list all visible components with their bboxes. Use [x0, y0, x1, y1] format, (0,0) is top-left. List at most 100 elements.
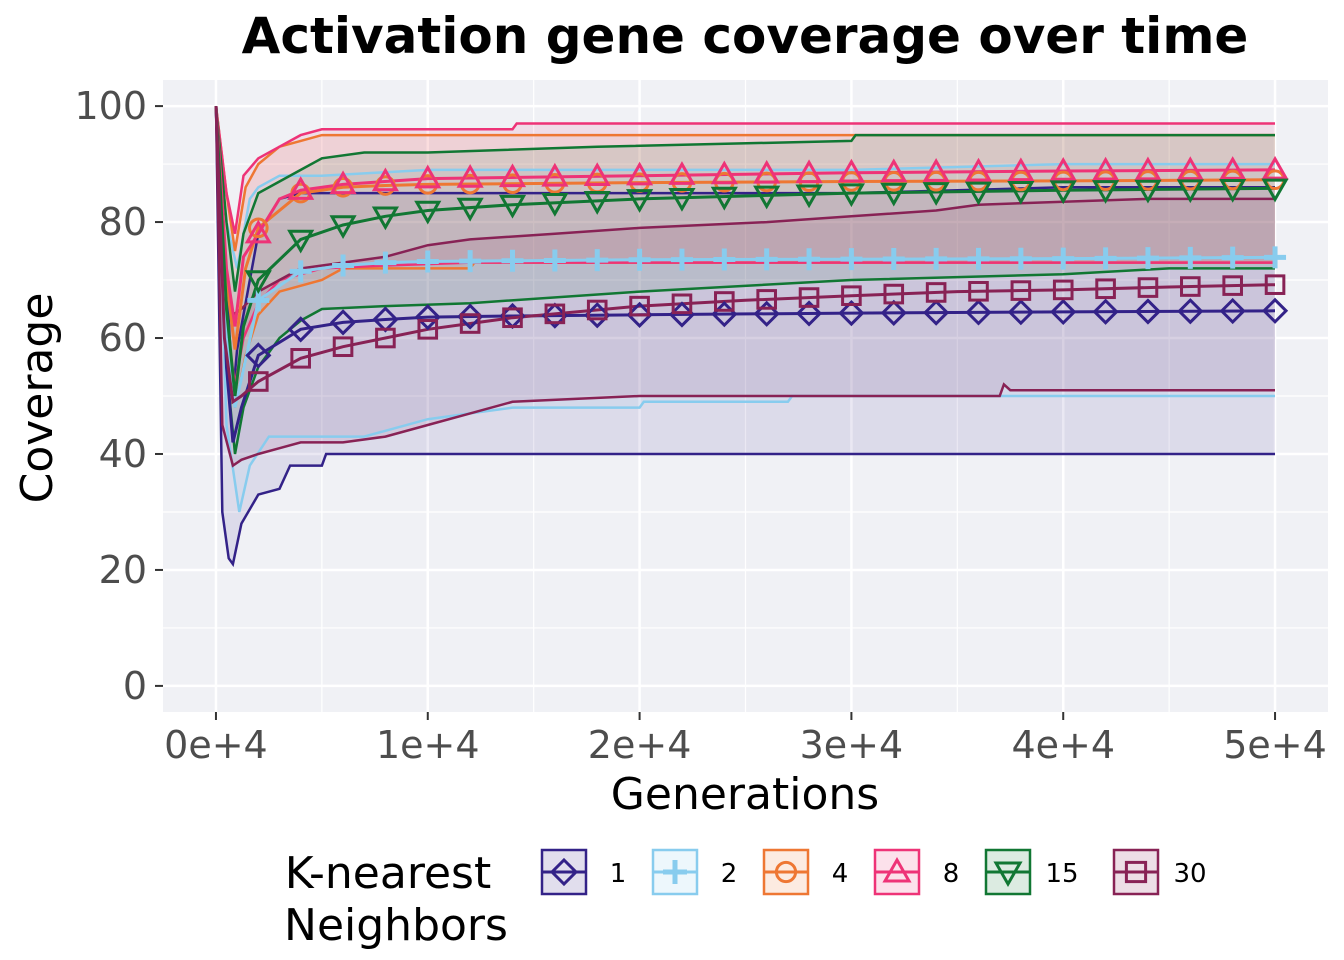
marker-series-15	[1049, 180, 1077, 205]
marker-series-30	[248, 371, 269, 392]
marker-series-15	[329, 215, 357, 239]
legend-label: 2	[721, 859, 738, 889]
marker-series-15	[456, 197, 484, 222]
marker-series-8	[710, 160, 738, 185]
marker-series-8	[456, 163, 484, 188]
marker-series-15	[837, 183, 865, 208]
marker-series-8	[371, 167, 399, 192]
marker-series-8	[583, 162, 611, 186]
marker-series-1	[414, 304, 441, 331]
marker-series-2	[586, 249, 609, 272]
marker-series-15	[1261, 178, 1289, 203]
marker-series-1	[1134, 298, 1162, 325]
marker-series-30	[1052, 279, 1074, 301]
marker-series-8	[541, 162, 569, 187]
marker-series-8	[922, 158, 950, 182]
marker-series-30	[586, 299, 608, 321]
y-axis-ticks: 0 20 40 60 80 100	[74, 84, 163, 708]
legend-key-marker	[774, 860, 798, 884]
marker-series-8	[880, 158, 908, 183]
legend-label: 8	[943, 859, 960, 889]
marker-series-15	[964, 181, 993, 206]
marker-series-8	[1219, 156, 1247, 180]
marker-series-2	[798, 248, 821, 271]
y-tick-label: 60	[99, 316, 147, 360]
lower-bound-series-1	[214, 106, 1275, 568]
marker-series-1	[1007, 299, 1034, 326]
marker-series-8	[1007, 157, 1035, 182]
upper-bound-series-2	[214, 105, 1275, 269]
mean-line-series-1	[214, 106, 1276, 443]
y-tick-label: 100	[74, 84, 147, 128]
x-tick-label: 3e+4	[800, 723, 904, 767]
legend-key-marker	[549, 857, 579, 887]
marker-series-2	[543, 249, 566, 272]
marker-series-2	[1009, 247, 1032, 270]
legend-item-30: 30	[1112, 848, 1207, 896]
legend-key-marker	[1124, 860, 1148, 884]
marker-series-15	[1007, 180, 1035, 205]
marker-series-15	[922, 182, 950, 206]
marker-series-8	[1049, 157, 1077, 181]
x-tick-label: 4e+4	[1011, 723, 1115, 767]
marker-series-30	[417, 319, 439, 340]
chart-title: Activation gene coverage over time	[242, 7, 1249, 65]
marker-series-30	[1095, 278, 1116, 300]
marker-series-30	[459, 313, 481, 334]
marker-series-15	[371, 206, 399, 231]
marker-series-1	[287, 316, 314, 343]
marker-series-2	[755, 248, 778, 271]
marker-series-8	[837, 158, 865, 183]
marker-series-1	[795, 300, 823, 327]
marker-series-8	[1261, 155, 1289, 180]
upper-bound-series-15	[214, 105, 1275, 292]
marker-series-1	[1050, 298, 1077, 326]
marker-series-15	[244, 270, 272, 295]
marker-series-2	[289, 260, 312, 283]
x-axis-ticks: 0e+4 1e+4 2e+4 3e+4 4e+4 5e+4	[164, 712, 1327, 767]
marker-series-8	[414, 164, 442, 189]
x-tick-label: 0e+4	[164, 723, 268, 767]
x-tick-label: 1e+4	[376, 723, 480, 767]
band-series-1	[216, 106, 1275, 565]
y-tick-label: 80	[99, 200, 147, 244]
legend-label: 1	[610, 859, 627, 889]
marker-series-2	[1094, 247, 1117, 270]
marker-series-30	[883, 283, 905, 305]
marker-series-2	[1264, 246, 1287, 269]
marker-series-8	[626, 161, 654, 186]
legend-key-marker	[993, 861, 1023, 888]
marker-series-30	[502, 307, 523, 329]
band-series-8	[216, 106, 1275, 385]
mean-markers	[244, 155, 1289, 392]
marker-series-2	[840, 248, 863, 271]
x-tick-label: 2e+4	[588, 723, 692, 767]
marker-series-2	[374, 251, 397, 274]
marker-series-30	[968, 280, 989, 302]
y-tick-label: 40	[99, 432, 147, 476]
legend-label: 30	[1173, 859, 1206, 889]
marker-series-8	[1134, 156, 1162, 181]
marker-series-15	[880, 182, 908, 207]
marker-series-8	[244, 219, 272, 244]
marker-series-2	[967, 247, 990, 270]
marker-series-15	[498, 194, 527, 219]
marker-series-8	[329, 170, 357, 195]
marker-series-8	[1176, 156, 1204, 181]
marker-series-15	[1176, 179, 1204, 204]
marker-series-30	[798, 287, 820, 308]
marker-series-30	[1222, 275, 1243, 296]
marker-series-2	[416, 250, 439, 273]
marker-series-8	[795, 159, 823, 184]
marker-series-1	[329, 309, 357, 336]
marker-series-1	[838, 299, 865, 327]
marker-series-15	[1219, 179, 1247, 203]
marker-series-30	[1137, 277, 1159, 298]
upper-bound-series-30	[214, 106, 1275, 317]
marker-series-2	[925, 247, 948, 270]
marker-series-2	[1221, 246, 1244, 269]
marker-series-4	[248, 217, 269, 239]
legend-item-4: 4	[762, 848, 848, 896]
marker-series-15	[753, 185, 781, 210]
